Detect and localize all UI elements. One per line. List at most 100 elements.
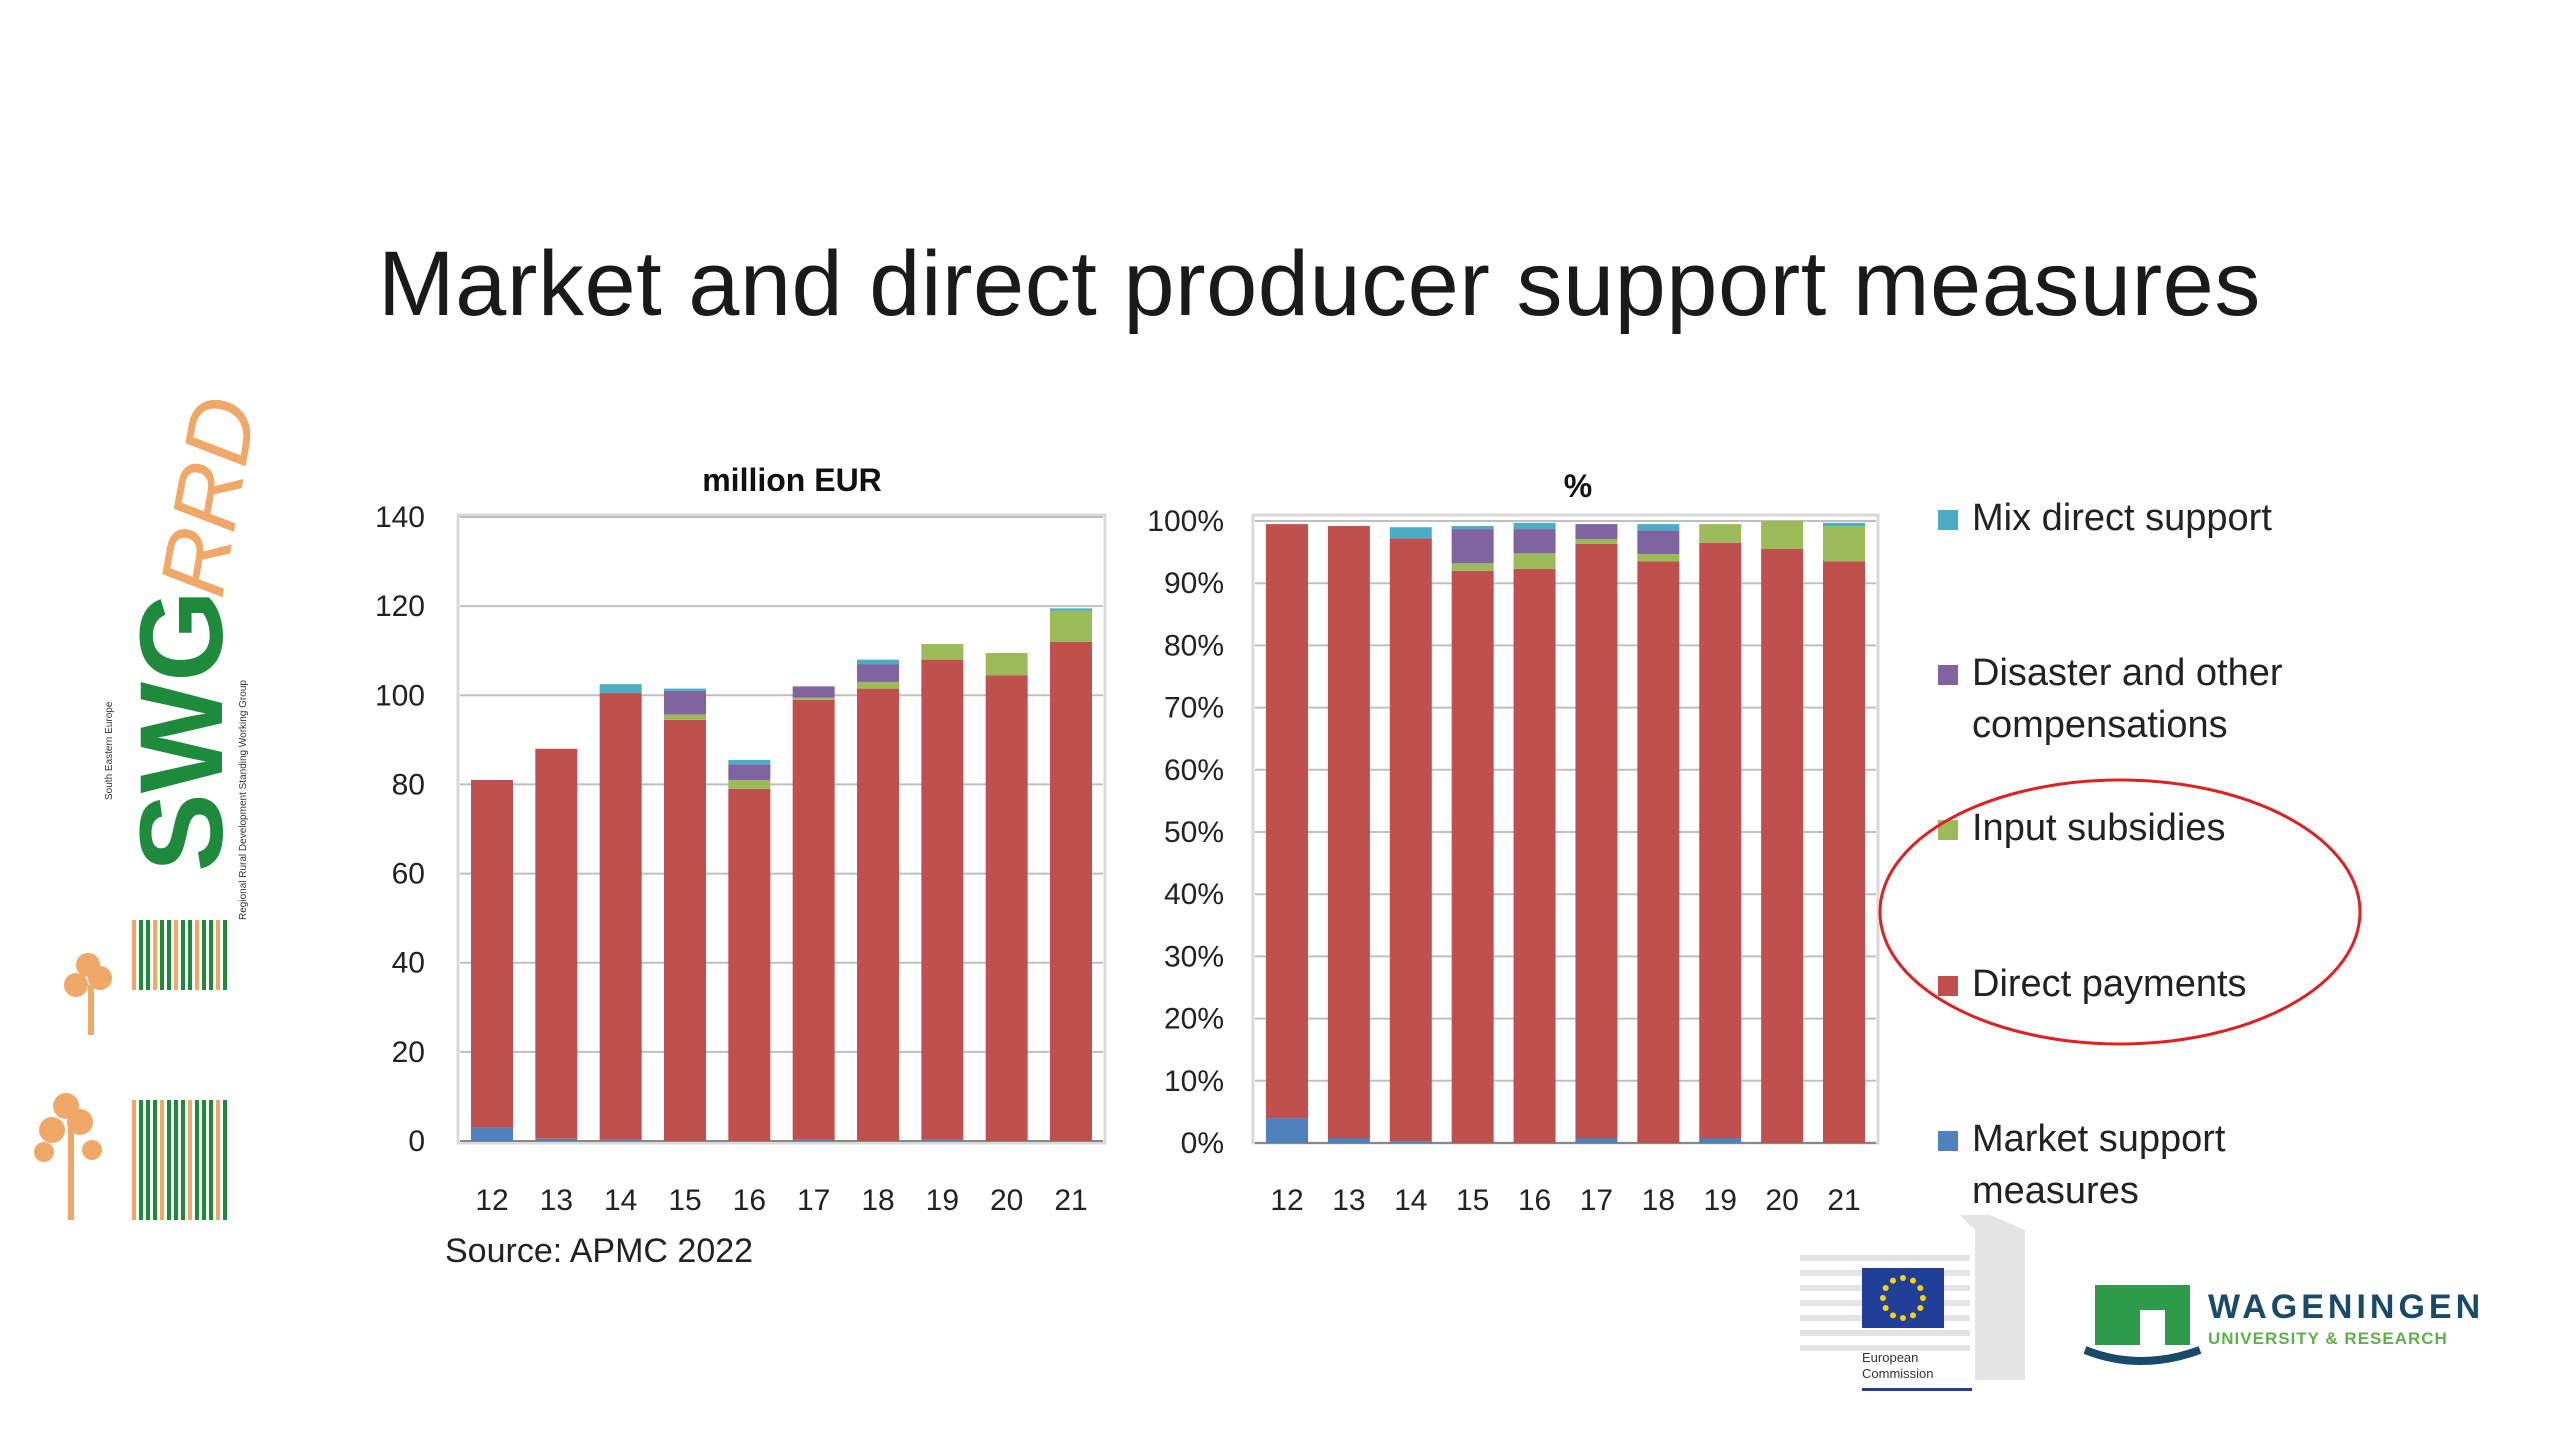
y-tick-label: 10% bbox=[1164, 1065, 1224, 1098]
swg-barcode-graphic bbox=[132, 920, 227, 1220]
x-tick-label: 21 bbox=[1827, 1184, 1860, 1217]
y-tick-label: 50% bbox=[1164, 816, 1224, 849]
bar-segment-mix_direct bbox=[1050, 608, 1092, 611]
bar-segment-disaster bbox=[1451, 529, 1494, 564]
bar-segment-direct_payments bbox=[1266, 524, 1308, 1119]
bar-segment-input_subsidies bbox=[728, 779, 771, 789]
bar-segment-mix_direct bbox=[1513, 522, 1556, 530]
x-tick-label: 20 bbox=[1765, 1184, 1798, 1217]
swg-script-text: RRD bbox=[141, 389, 276, 603]
slide-title: Market and direct producer support measu… bbox=[378, 233, 2261, 335]
bar-segment-mix_direct bbox=[857, 659, 899, 665]
x-tick-label: 14 bbox=[604, 1184, 637, 1217]
y-tick-label: 80% bbox=[1164, 629, 1224, 662]
wageningen-logo: WAGENINGEN UNIVERSITY & RESEARCH bbox=[2083, 1285, 2484, 1365]
legend-swatch bbox=[1938, 1131, 1958, 1151]
legend-label: Direct payments bbox=[1972, 963, 2247, 1005]
y-tick-label: 120 bbox=[375, 590, 425, 623]
y-tick-label: 100 bbox=[375, 679, 425, 712]
legend-label: compensations bbox=[1972, 704, 2228, 746]
bar-segment-direct_payments bbox=[599, 693, 642, 1140]
bar-segment-direct_payments bbox=[1389, 538, 1432, 1142]
x-tick-label: 12 bbox=[1270, 1184, 1303, 1217]
bar-segment-input_subsidies bbox=[921, 644, 964, 660]
bar-segment-direct_payments bbox=[728, 788, 771, 1141]
bar-segment-direct_payments bbox=[1699, 542, 1742, 1139]
y-tick-label: 30% bbox=[1164, 940, 1224, 973]
bar-segment-mix_direct bbox=[1823, 522, 1865, 526]
x-tick-label: 16 bbox=[733, 1184, 766, 1217]
bar-segment-market_support bbox=[921, 1139, 964, 1141]
bar-segment-input_subsidies bbox=[1575, 539, 1618, 545]
x-tick-label: 13 bbox=[1332, 1184, 1365, 1217]
y-tick-label: 40 bbox=[392, 947, 425, 980]
legend-swatch bbox=[1938, 510, 1958, 530]
x-tick-label: 17 bbox=[1580, 1184, 1613, 1217]
bar-segment-input_subsidies bbox=[857, 681, 899, 689]
legend-swatch bbox=[1938, 976, 1958, 996]
bar-segment-direct_payments bbox=[1513, 568, 1556, 1143]
bar-segment-direct_payments bbox=[1761, 548, 1804, 1143]
y-tick-label: 70% bbox=[1164, 692, 1224, 725]
bar-segment-disaster bbox=[1513, 529, 1556, 554]
bar-segment-direct_payments bbox=[1575, 544, 1618, 1139]
bar-segment-market_support bbox=[1327, 1138, 1370, 1143]
bar-segment-input_subsidies bbox=[1637, 553, 1680, 562]
y-tick-label: 20 bbox=[392, 1036, 425, 1069]
chart-percent: 0% 10% 20% 30% 40% 50% 60% 70% 80% 90% 100% 12 13 14 1… bbox=[1147, 505, 1876, 1217]
bar-segment-input_subsidies bbox=[1823, 525, 1865, 562]
x-tick-label: 18 bbox=[861, 1184, 894, 1217]
bar-segment-input_subsidies bbox=[1451, 563, 1494, 571]
bar-segment-input_subsidies bbox=[1761, 521, 1804, 549]
highlight-ellipse bbox=[1878, 778, 2362, 1046]
chart-2-title: % bbox=[1564, 468, 1592, 504]
bar-segment-mix_direct bbox=[1389, 527, 1432, 539]
y-tick-label: 140 bbox=[375, 501, 425, 534]
bar-segment-direct_payments bbox=[471, 779, 513, 1128]
bar-segment-mix_direct bbox=[599, 684, 642, 694]
bar-segment-market_support bbox=[1575, 1138, 1618, 1143]
bar-segment-direct_payments bbox=[985, 675, 1028, 1141]
bar-segment-direct_payments bbox=[535, 748, 578, 1139]
bar-segment-disaster bbox=[792, 686, 835, 698]
x-tick-label: 13 bbox=[540, 1184, 573, 1217]
bar-segment-input_subsidies bbox=[985, 652, 1028, 676]
bar-segment-mix_direct bbox=[1637, 524, 1680, 531]
x-tick-label: 17 bbox=[797, 1184, 830, 1217]
bar-segment-direct_payments bbox=[664, 719, 706, 1141]
bar-segment-market_support bbox=[1266, 1118, 1308, 1143]
bar-segment-market_support bbox=[1389, 1141, 1432, 1143]
bar-segment-direct_payments bbox=[921, 659, 964, 1140]
bar-segment-disaster bbox=[1637, 530, 1680, 554]
bar-segment-direct_payments bbox=[1823, 561, 1865, 1143]
y-tick-label: 0% bbox=[1181, 1127, 1224, 1160]
swg-vertical-text-1: South Eastern Europe bbox=[104, 701, 115, 800]
chart-1-title: million EUR bbox=[702, 462, 882, 498]
legend: Mix direct support Disaster and other comp… bbox=[1938, 497, 2283, 1212]
bar-segment-mix_direct bbox=[728, 759, 771, 765]
bar-segment-direct_payments bbox=[1050, 641, 1092, 1141]
x-tick-label: 15 bbox=[1456, 1184, 1489, 1217]
x-tick-label: 14 bbox=[1394, 1184, 1427, 1217]
bar-segment-market_support bbox=[1699, 1138, 1742, 1143]
legend-label: Disaster and other bbox=[1972, 652, 2283, 694]
bar-segment-mix_direct bbox=[664, 688, 706, 691]
bar-segment-input_subsidies bbox=[792, 697, 835, 700]
y-tick-label: 0 bbox=[408, 1125, 425, 1158]
european-commission-logo: European Commission bbox=[1800, 1215, 2025, 1391]
chart-million-eur: 0 20 40 60 80 100 120 140 12 13 14 15 16 17 18 19 20 21 bbox=[375, 501, 1103, 1217]
x-tick-label: 19 bbox=[1704, 1184, 1737, 1217]
legend-swatch bbox=[1938, 665, 1958, 685]
y-tick-label: 90% bbox=[1164, 567, 1224, 600]
y-tick-label: 60 bbox=[392, 858, 425, 891]
y-tick-label: 20% bbox=[1164, 1003, 1224, 1036]
swg-vertical-text-2: Regional Rural Development Standing Work… bbox=[238, 680, 249, 920]
bar-segment-input_subsidies bbox=[1050, 610, 1092, 642]
wur-name: WAGENINGEN bbox=[2208, 1288, 2484, 1326]
y-tick-label: 80 bbox=[392, 768, 425, 801]
bar-segment-market_support bbox=[471, 1127, 513, 1141]
wur-mark-icon bbox=[2095, 1285, 2190, 1345]
y-tick-label: 40% bbox=[1164, 878, 1224, 911]
bar-segment-mix_direct bbox=[1451, 525, 1494, 530]
x-tick-label: 19 bbox=[926, 1184, 959, 1217]
